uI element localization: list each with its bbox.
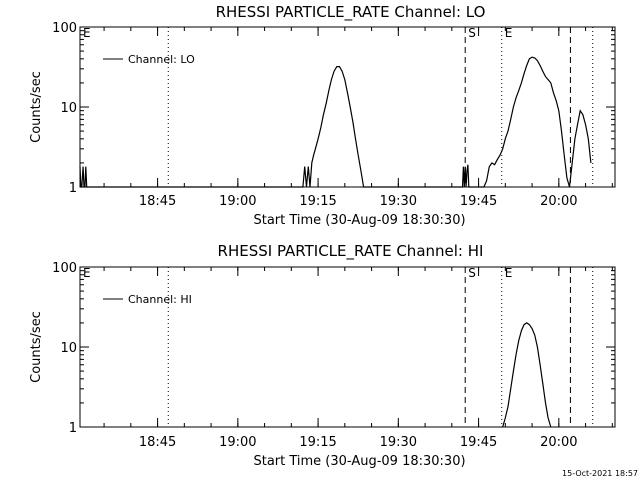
event-marker-label: E: [83, 26, 91, 40]
x-axis-label: Start Time (30-Aug-09 18:30:30): [253, 454, 465, 469]
x-tick-label: 19:00: [219, 435, 256, 450]
x-tick-label: 19:30: [380, 194, 417, 209]
legend: Channel: LO: [103, 53, 195, 66]
timestamp-footer: 15-Oct-2021 18:57: [562, 469, 638, 478]
x-axis-label: Start Time (30-Aug-09 18:30:30): [253, 213, 465, 228]
x-tick-label: 19:45: [460, 435, 497, 450]
plot-frame: [79, 26, 616, 188]
y-tick-label: 10: [60, 341, 77, 356]
panel-hi: RHESSI PARTICLE_RATE Channel: HI 1 10 100 Co…: [29, 242, 616, 469]
legend-entry: Channel: HI: [128, 293, 192, 306]
x-tick-label: 19:15: [299, 194, 336, 209]
y-axis-label: Counts/sec: [29, 311, 44, 383]
y-axis-label: Counts/sec: [29, 71, 44, 143]
y-tick-label: 100: [52, 261, 77, 276]
x-tick-label: 20:00: [540, 194, 577, 209]
event-marker-label: S: [468, 26, 476, 40]
x-tick-label: 19:30: [380, 435, 417, 450]
event-marker-label: E: [83, 266, 91, 280]
x-tick-label: 18:45: [139, 435, 176, 450]
event-marker-label: E: [505, 26, 513, 40]
x-tick-label: 18:45: [139, 194, 176, 209]
y-tick-label: 1: [69, 421, 77, 436]
plot-frame: [79, 266, 616, 428]
series-line: [79, 56, 592, 188]
series-line: [502, 322, 552, 428]
y-tick-label: 1: [69, 181, 77, 196]
event-marker-label: S: [468, 266, 476, 280]
chart-title: RHESSI PARTICLE_RATE Channel: LO: [216, 3, 486, 22]
y-tick-label: 100: [52, 21, 77, 36]
legend: Channel: HI: [103, 293, 192, 306]
chart-title: RHESSI PARTICLE_RATE Channel: HI: [218, 242, 484, 261]
x-tick-label: 19:45: [460, 194, 497, 209]
event-marker-label: E: [505, 266, 513, 280]
y-tick-label: 10: [60, 101, 77, 116]
x-tick-label: 19:15: [299, 435, 336, 450]
x-tick-label: 19:00: [219, 194, 256, 209]
legend-entry: Channel: LO: [128, 53, 195, 66]
x-tick-label: 20:00: [540, 435, 577, 450]
panel-lo: RHESSI PARTICLE_RATE Channel: LO 1 10 100 Co…: [29, 3, 616, 228]
